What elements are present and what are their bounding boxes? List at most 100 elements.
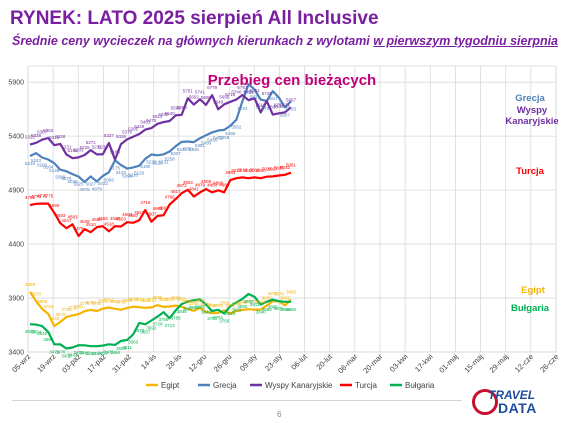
data-label: 5667 [280,112,291,117]
x-tick-label: 26-cze [538,352,560,374]
data-label: 5345 [189,147,200,152]
data-label: 3739 [67,305,78,310]
data-label: 3865 [280,307,291,312]
series-end-label: Turcja [516,166,545,177]
data-label: 5243 [31,158,42,163]
data-label: 5184 [43,164,54,169]
data-label: 4909 [201,179,212,184]
data-label: 5496 [225,131,236,136]
logo-text-bottom: DATA [498,400,537,416]
data-label: 5540 [165,111,176,116]
data-label: 5027 [86,181,97,186]
data-label: 3654 [31,330,42,335]
data-label: 5042 [280,165,291,170]
data-label: 4556 [92,217,103,222]
data-label: 4583 [67,214,78,219]
data-label: 4607 [146,212,157,217]
data-label: 3563 [128,339,139,344]
data-label: 3640 [49,316,60,321]
data-label: 3865 [286,307,297,312]
data-label: 4621 [134,210,145,215]
data-label: 3756 [225,304,236,309]
subtitle-text: Średnie ceny wycieczek na głównych kieru… [12,34,374,48]
data-label: 3728 [152,322,163,327]
x-tick-label: 12-gru [187,352,209,374]
data-label: 3813 [146,297,157,302]
data-label: 5203 [74,147,85,152]
data-label: 3790 [237,300,248,305]
data-label: 3892 [237,304,248,309]
data-label: 4773 [31,194,42,199]
data-label: 3885 [268,305,279,310]
data-label: 3463 [74,350,85,355]
data-label: 3880 [189,305,200,310]
data-label: 3751 [74,304,85,309]
data-label: 5741 [195,89,206,94]
data-label: 5075 [61,176,72,181]
legend-label: Turcja [355,381,377,390]
data-label: 3511 [122,345,132,350]
data-label: 5817 [268,96,279,101]
data-label: 3810 [140,298,151,303]
data-label: 4979 [92,187,103,192]
data-label: 3466 [110,350,121,355]
data-label: 5621 [280,102,291,107]
data-label: 4603 [122,212,133,217]
data-label: 5025 [74,182,85,187]
data-label: 4775 [43,194,54,199]
data-label: 5726 [262,106,273,111]
x-tick-label: 09-sty [238,352,259,373]
x-tick-label: 03-kwi [388,352,410,374]
data-label: 4566 [110,216,121,221]
data-label: 4880 [219,182,230,187]
data-label: 4841 [189,186,200,191]
data-label: 3432 [61,354,72,359]
legend-label: Wyspy Kanaryjskie [265,381,333,390]
series-end-label: Bułgaria [511,303,550,314]
data-label: 5718 [225,92,236,97]
data-label: 5667 [286,97,297,102]
data-label: 4761 [25,195,36,200]
data-label: 3454 [86,351,97,356]
data-label: 3762 [213,303,224,308]
data-label: 4766 [165,195,176,200]
data-label: 3797 [244,299,255,304]
x-tick-label: 20-mar [361,352,385,376]
legend-label: Bułgaria [405,381,435,390]
legend-label: Egipt [161,381,180,390]
logo-text-top: TRAVEL [488,388,536,402]
data-label: 3840 [201,310,212,315]
data-label: 3911 [250,302,260,307]
data-label: 5316 [49,135,60,140]
data-label: 5695 [219,94,230,99]
data-label: 3800 [110,299,121,304]
data-label: 5048 [67,179,78,184]
page-number: 6 [277,410,282,419]
footer-divider [12,400,462,401]
data-label: 5216 [25,161,36,166]
chart-title: Przebieg cen bieżących [208,72,376,89]
data-label: 5175 [110,165,121,170]
data-label: 4817 [171,189,182,194]
data-label: 3832 [280,295,291,300]
data-label: 5723 [286,106,297,111]
data-label: 3815 [134,297,145,302]
data-label: 3870 [31,291,42,296]
series-layer [29,83,292,350]
data-label: 3812 [104,298,115,303]
data-label: 5099 [122,174,133,179]
data-label: 5726 [262,91,273,96]
data-label: 4547 [61,218,72,223]
data-label: 4716 [140,200,151,205]
data-label: 5692 [189,95,200,100]
data-label: 4539 [80,219,91,224]
data-label: 5018 [237,167,248,172]
data-label: 5089 [55,175,66,180]
data-label: 5452 [213,136,224,141]
data-label: 3678 [55,312,66,317]
y-tick-label: 5900 [8,80,24,87]
data-label: 5065 [104,177,115,182]
data-label: 5592 [171,105,182,110]
data-label: 5223 [152,160,163,165]
data-label: 3785 [219,300,230,305]
